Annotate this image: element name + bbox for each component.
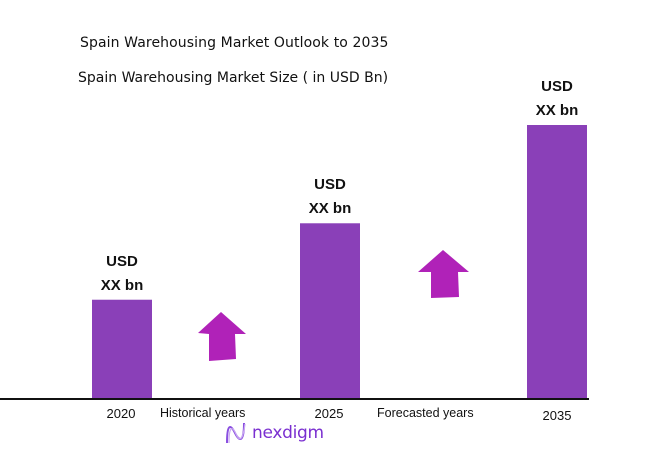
value-label-currency: USD — [541, 78, 573, 95]
value-label-currency: USD — [106, 252, 138, 270]
historical-years-label: Historical years — [160, 406, 246, 420]
bar-2025 — [300, 223, 360, 398]
x-tick-label: 2020 — [106, 406, 136, 421]
bar-value-label: USD XX bn — [270, 173, 390, 221]
bar-2035 — [527, 125, 587, 398]
bar-2020 — [92, 299, 152, 398]
nexdigm-wave-icon — [226, 422, 246, 444]
bar-value-label: USD XX bn — [62, 250, 182, 298]
logo-text: nexdigm — [252, 423, 324, 443]
growth-arrow-up-icon — [198, 312, 246, 361]
value-label-amount: XX bn — [100, 276, 144, 294]
value-label-amount: XX bn — [535, 102, 579, 119]
nexdigm-logo: nexdigm — [224, 421, 324, 445]
growth-arrow-up-icon — [418, 250, 469, 298]
bar-value-label: USD XX bn — [497, 75, 617, 123]
chart-title: Spain Warehousing Market Outlook to 2035 — [80, 35, 389, 51]
value-label-amount: XX bn — [308, 200, 352, 218]
forecasted-years-label: Forecasted years — [377, 406, 474, 420]
chart-subtitle: Spain Warehousing Market Size ( in USD B… — [78, 70, 389, 86]
x-tick-label: 2025 — [314, 406, 344, 421]
value-label-currency: USD — [314, 176, 346, 194]
x-tick-label: 2035 — [542, 408, 572, 423]
